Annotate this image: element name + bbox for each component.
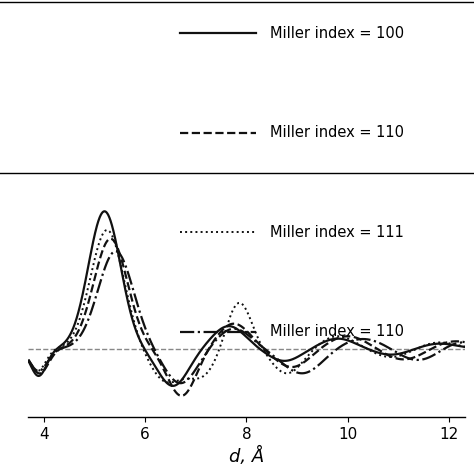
Text: Miller index = 110: Miller index = 110 xyxy=(270,324,404,339)
Text: Miller index = 100: Miller index = 100 xyxy=(270,26,404,41)
Text: Miller index = 111: Miller index = 111 xyxy=(270,225,404,240)
Text: Miller index = 110: Miller index = 110 xyxy=(270,125,404,140)
X-axis label: d, Å: d, Å xyxy=(229,447,264,466)
